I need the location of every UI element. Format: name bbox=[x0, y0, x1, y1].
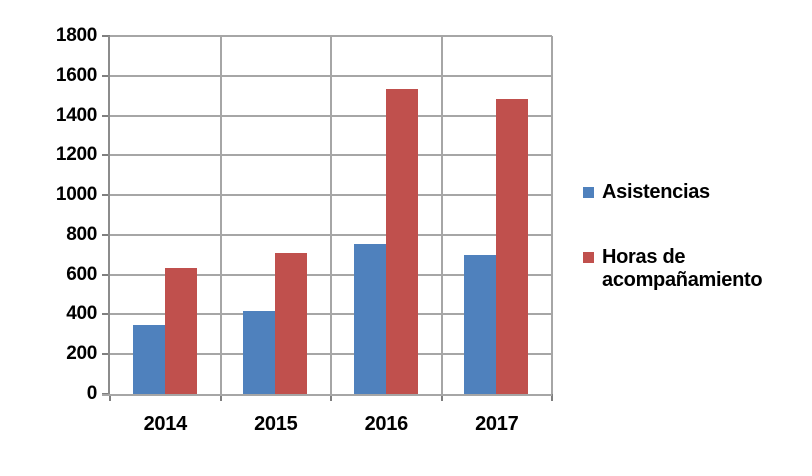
y-axis-label: 0 bbox=[86, 383, 98, 404]
bar-horas-2017 bbox=[496, 98, 528, 394]
x-axis-label: 2015 bbox=[254, 413, 298, 435]
y-axis-label: 800 bbox=[66, 223, 97, 245]
x-tick bbox=[440, 394, 443, 401]
y-axis-line bbox=[108, 36, 110, 396]
y-tick bbox=[102, 114, 110, 117]
y-tick bbox=[102, 313, 110, 316]
legend-label-asistencias: Asistencias bbox=[602, 181, 710, 203]
y-axis-label: 1000 bbox=[55, 184, 97, 206]
y-axis-label: 1200 bbox=[55, 144, 97, 166]
legend: Asistencias Horas de acompañamiento bbox=[583, 181, 773, 292]
y-axis-label: 200 bbox=[66, 343, 97, 365]
x-axis-label: 2014 bbox=[143, 413, 188, 435]
x-gridline bbox=[440, 36, 443, 394]
bar-asistencias-2014 bbox=[132, 325, 165, 394]
y-axis-label: 1600 bbox=[55, 64, 97, 86]
x-gridline bbox=[551, 36, 553, 394]
bar-horas-2014 bbox=[164, 267, 197, 394]
x-tick bbox=[330, 394, 332, 401]
x-axis-line bbox=[102, 394, 552, 396]
bar-asistencias-2016 bbox=[353, 243, 386, 394]
legend-swatch-asistencias-icon bbox=[583, 187, 594, 198]
x-tick bbox=[219, 394, 222, 401]
x-gridline bbox=[330, 36, 332, 394]
bar-horas-2015 bbox=[275, 252, 307, 394]
x-tick bbox=[551, 394, 553, 401]
y-tick bbox=[102, 233, 110, 236]
y-tick bbox=[102, 35, 110, 37]
legend-item-horas: Horas de acompañamiento bbox=[583, 246, 773, 292]
y-tick bbox=[102, 74, 110, 77]
y-axis-label: 1400 bbox=[55, 104, 97, 126]
legend-label-horas: Horas de acompañamiento bbox=[602, 246, 763, 291]
legend-swatch-horas-icon bbox=[583, 252, 594, 263]
x-tick bbox=[109, 394, 111, 401]
y-tick bbox=[102, 273, 110, 276]
x-axis-label: 2016 bbox=[364, 413, 409, 435]
y-tick bbox=[102, 154, 110, 157]
bar-asistencias-2015 bbox=[243, 310, 275, 394]
legend-item-asistencias: Asistencias bbox=[583, 181, 773, 204]
bar-horas-2016 bbox=[385, 88, 418, 394]
y-tick bbox=[102, 353, 110, 356]
x-gridline bbox=[219, 36, 222, 394]
y-axis-label: 1800 bbox=[55, 25, 97, 46]
y-axis-label: 400 bbox=[66, 303, 97, 325]
bar-asistencias-2017 bbox=[464, 254, 496, 394]
x-axis-label: 2017 bbox=[475, 413, 519, 435]
y-tick bbox=[102, 194, 110, 197]
y-axis-label: 600 bbox=[66, 263, 97, 285]
